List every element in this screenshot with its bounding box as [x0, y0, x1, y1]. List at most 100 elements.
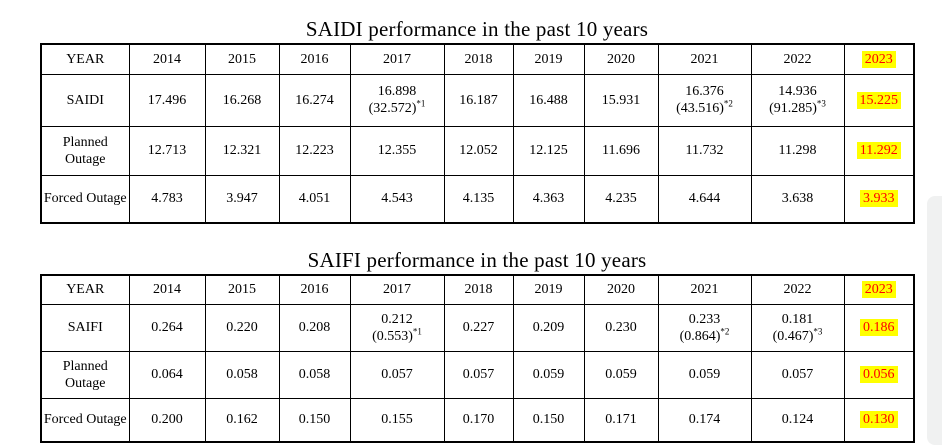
- year-header-cell: 2016: [278, 43, 351, 75]
- table-row-saidi: SAIDI 17.496 16.268 16.274 16.898 (32.57…: [40, 73, 915, 127]
- year-header-cell: 2018: [443, 43, 514, 75]
- value-cell-2023: 15.225: [843, 73, 915, 127]
- highlight: 11.292: [856, 142, 901, 159]
- year-header-cell: YEAR: [40, 274, 130, 305]
- value-cell: 0.059: [583, 350, 659, 399]
- value-cell: 15.931: [583, 73, 659, 127]
- value-cell: 0.174: [657, 397, 752, 443]
- value-cell: 11.298: [750, 125, 845, 176]
- year-header-cell: 2019: [512, 43, 585, 75]
- value-cell: 0.059: [657, 350, 752, 399]
- year-header-cell: 2015: [204, 43, 280, 75]
- value-main: 0.233: [688, 311, 721, 327]
- value-cell: 0.171: [583, 397, 659, 443]
- year-header-cell-2023: 2023: [843, 274, 915, 305]
- row-label-cell: Forced Outage: [40, 174, 130, 224]
- saidi-table: YEAR 2014 2015 2016 2017 2018 2019 2020 …: [40, 43, 915, 224]
- highlight: 0.186: [860, 319, 898, 336]
- value-cell: 0.227: [443, 303, 514, 352]
- value-main: 16.898: [377, 84, 417, 99]
- value-cell: 4.135: [443, 174, 514, 224]
- year-header-cell: 2017: [349, 274, 445, 305]
- value-cell: 16.268: [204, 73, 280, 127]
- value-cell: 4.235: [583, 174, 659, 224]
- value-paren: (43.516)*2: [676, 98, 733, 116]
- value-cell: 12.125: [512, 125, 585, 176]
- value-main: 14.936: [778, 84, 817, 99]
- value-cell: 0.124: [750, 397, 845, 443]
- highlight: 0.056: [860, 366, 898, 383]
- value-cell-2023: 0.130: [843, 397, 915, 443]
- value-cell-with-footnote: 16.898 (32.572)*1: [349, 73, 445, 127]
- year-header-cell: 2019: [512, 274, 585, 305]
- value-cell: 0.264: [128, 303, 206, 352]
- value-cell: 0.150: [512, 397, 585, 443]
- highlight: 2023: [861, 281, 896, 299]
- value-cell: 0.230: [583, 303, 659, 352]
- year-header-cell: YEAR: [40, 43, 130, 75]
- year-header-cell: 2016: [278, 274, 351, 305]
- value-cell: 4.051: [278, 174, 351, 224]
- table-row-planned-outage: Planned Outage 0.064 0.058 0.058 0.057 0…: [40, 350, 915, 399]
- value-cell: 12.223: [278, 125, 351, 176]
- value-cell: 12.713: [128, 125, 206, 176]
- highlight: 2023: [861, 50, 896, 68]
- value-cell-with-footnote: 0.233 (0.864)*2: [657, 303, 752, 352]
- saifi-table-title: SAIFI performance in the past 10 years: [307, 248, 647, 272]
- value-cell: 0.220: [204, 303, 280, 352]
- year-header-cell: 2014: [128, 43, 206, 75]
- table-row-forced-outage: Forced Outage 0.200 0.162 0.150 0.155 0.…: [40, 397, 915, 443]
- value-main: 0.181: [781, 311, 814, 327]
- year-header-cell-2023: 2023: [843, 43, 915, 75]
- footnote-marker: *2: [723, 98, 733, 109]
- saidi-table-title: SAIDI performance in the past 10 years: [305, 17, 649, 41]
- year-header-cell: 2020: [583, 43, 659, 75]
- table-header-row: YEAR 2014 2015 2016 2017 2018 2019 2020 …: [40, 274, 915, 305]
- value-main: 0.212: [381, 311, 413, 327]
- value-cell-2023: 11.292: [843, 125, 915, 176]
- vertical-scrollbar-thumb[interactable]: [927, 196, 942, 445]
- value-cell: 16.274: [278, 73, 351, 127]
- year-header-cell: 2014: [128, 274, 206, 305]
- year-header-cell: 2021: [657, 43, 752, 75]
- table-row-saifi: SAIFI 0.264 0.220 0.208 0.212 (0.553)*1 …: [40, 303, 915, 352]
- value-cell: 0.057: [443, 350, 514, 399]
- value-cell: 0.150: [278, 397, 351, 443]
- value-cell-2023: 3.933: [843, 174, 915, 224]
- value-cell: 3.638: [750, 174, 845, 224]
- value-cell: 12.355: [349, 125, 445, 176]
- highlight: 15.225: [856, 91, 901, 109]
- saifi-table: YEAR 2014 2015 2016 2017 2018 2019 2020 …: [40, 274, 915, 443]
- row-label-cell: Forced Outage: [40, 397, 130, 443]
- value-cell-with-footnote: 16.376 (43.516)*2: [657, 73, 752, 127]
- value-cell: 11.732: [657, 125, 752, 176]
- value-cell: 0.059: [512, 350, 585, 399]
- row-label-cell: Planned Outage: [40, 350, 130, 399]
- value-cell: 0.155: [349, 397, 445, 443]
- value-cell: 0.057: [349, 350, 445, 399]
- value-cell: 17.496: [128, 73, 206, 127]
- value-cell: 16.488: [512, 73, 585, 127]
- value-paren: (0.553)*1: [372, 325, 422, 344]
- value-cell: 0.200: [128, 397, 206, 443]
- value-cell-2023: 0.056: [843, 350, 915, 399]
- value-paren: (0.864)*2: [679, 325, 730, 344]
- value-cell: 0.058: [204, 350, 280, 399]
- row-label-cell: Planned Outage: [40, 125, 130, 176]
- value-cell: 0.209: [512, 303, 585, 352]
- footnote-marker: *3: [813, 325, 823, 336]
- year-header-cell: 2021: [657, 274, 752, 305]
- footnote-marker: *1: [416, 98, 426, 109]
- table-row-forced-outage: Forced Outage 4.783 3.947 4.051 4.543 4.…: [40, 174, 915, 224]
- value-cell-with-footnote: 14.936 (91.285)*3: [750, 73, 845, 127]
- row-label-cell: SAIDI: [40, 73, 130, 127]
- footnote-marker: *2: [720, 325, 730, 336]
- year-header-cell: 2018: [443, 274, 514, 305]
- row-label-cell: SAIFI: [40, 303, 130, 352]
- year-header-cell: 2022: [750, 274, 845, 305]
- year-header-cell: 2020: [583, 274, 659, 305]
- value-cell-2023: 0.186: [843, 303, 915, 352]
- value-cell: 12.321: [204, 125, 280, 176]
- value-paren: (32.572)*1: [368, 98, 426, 116]
